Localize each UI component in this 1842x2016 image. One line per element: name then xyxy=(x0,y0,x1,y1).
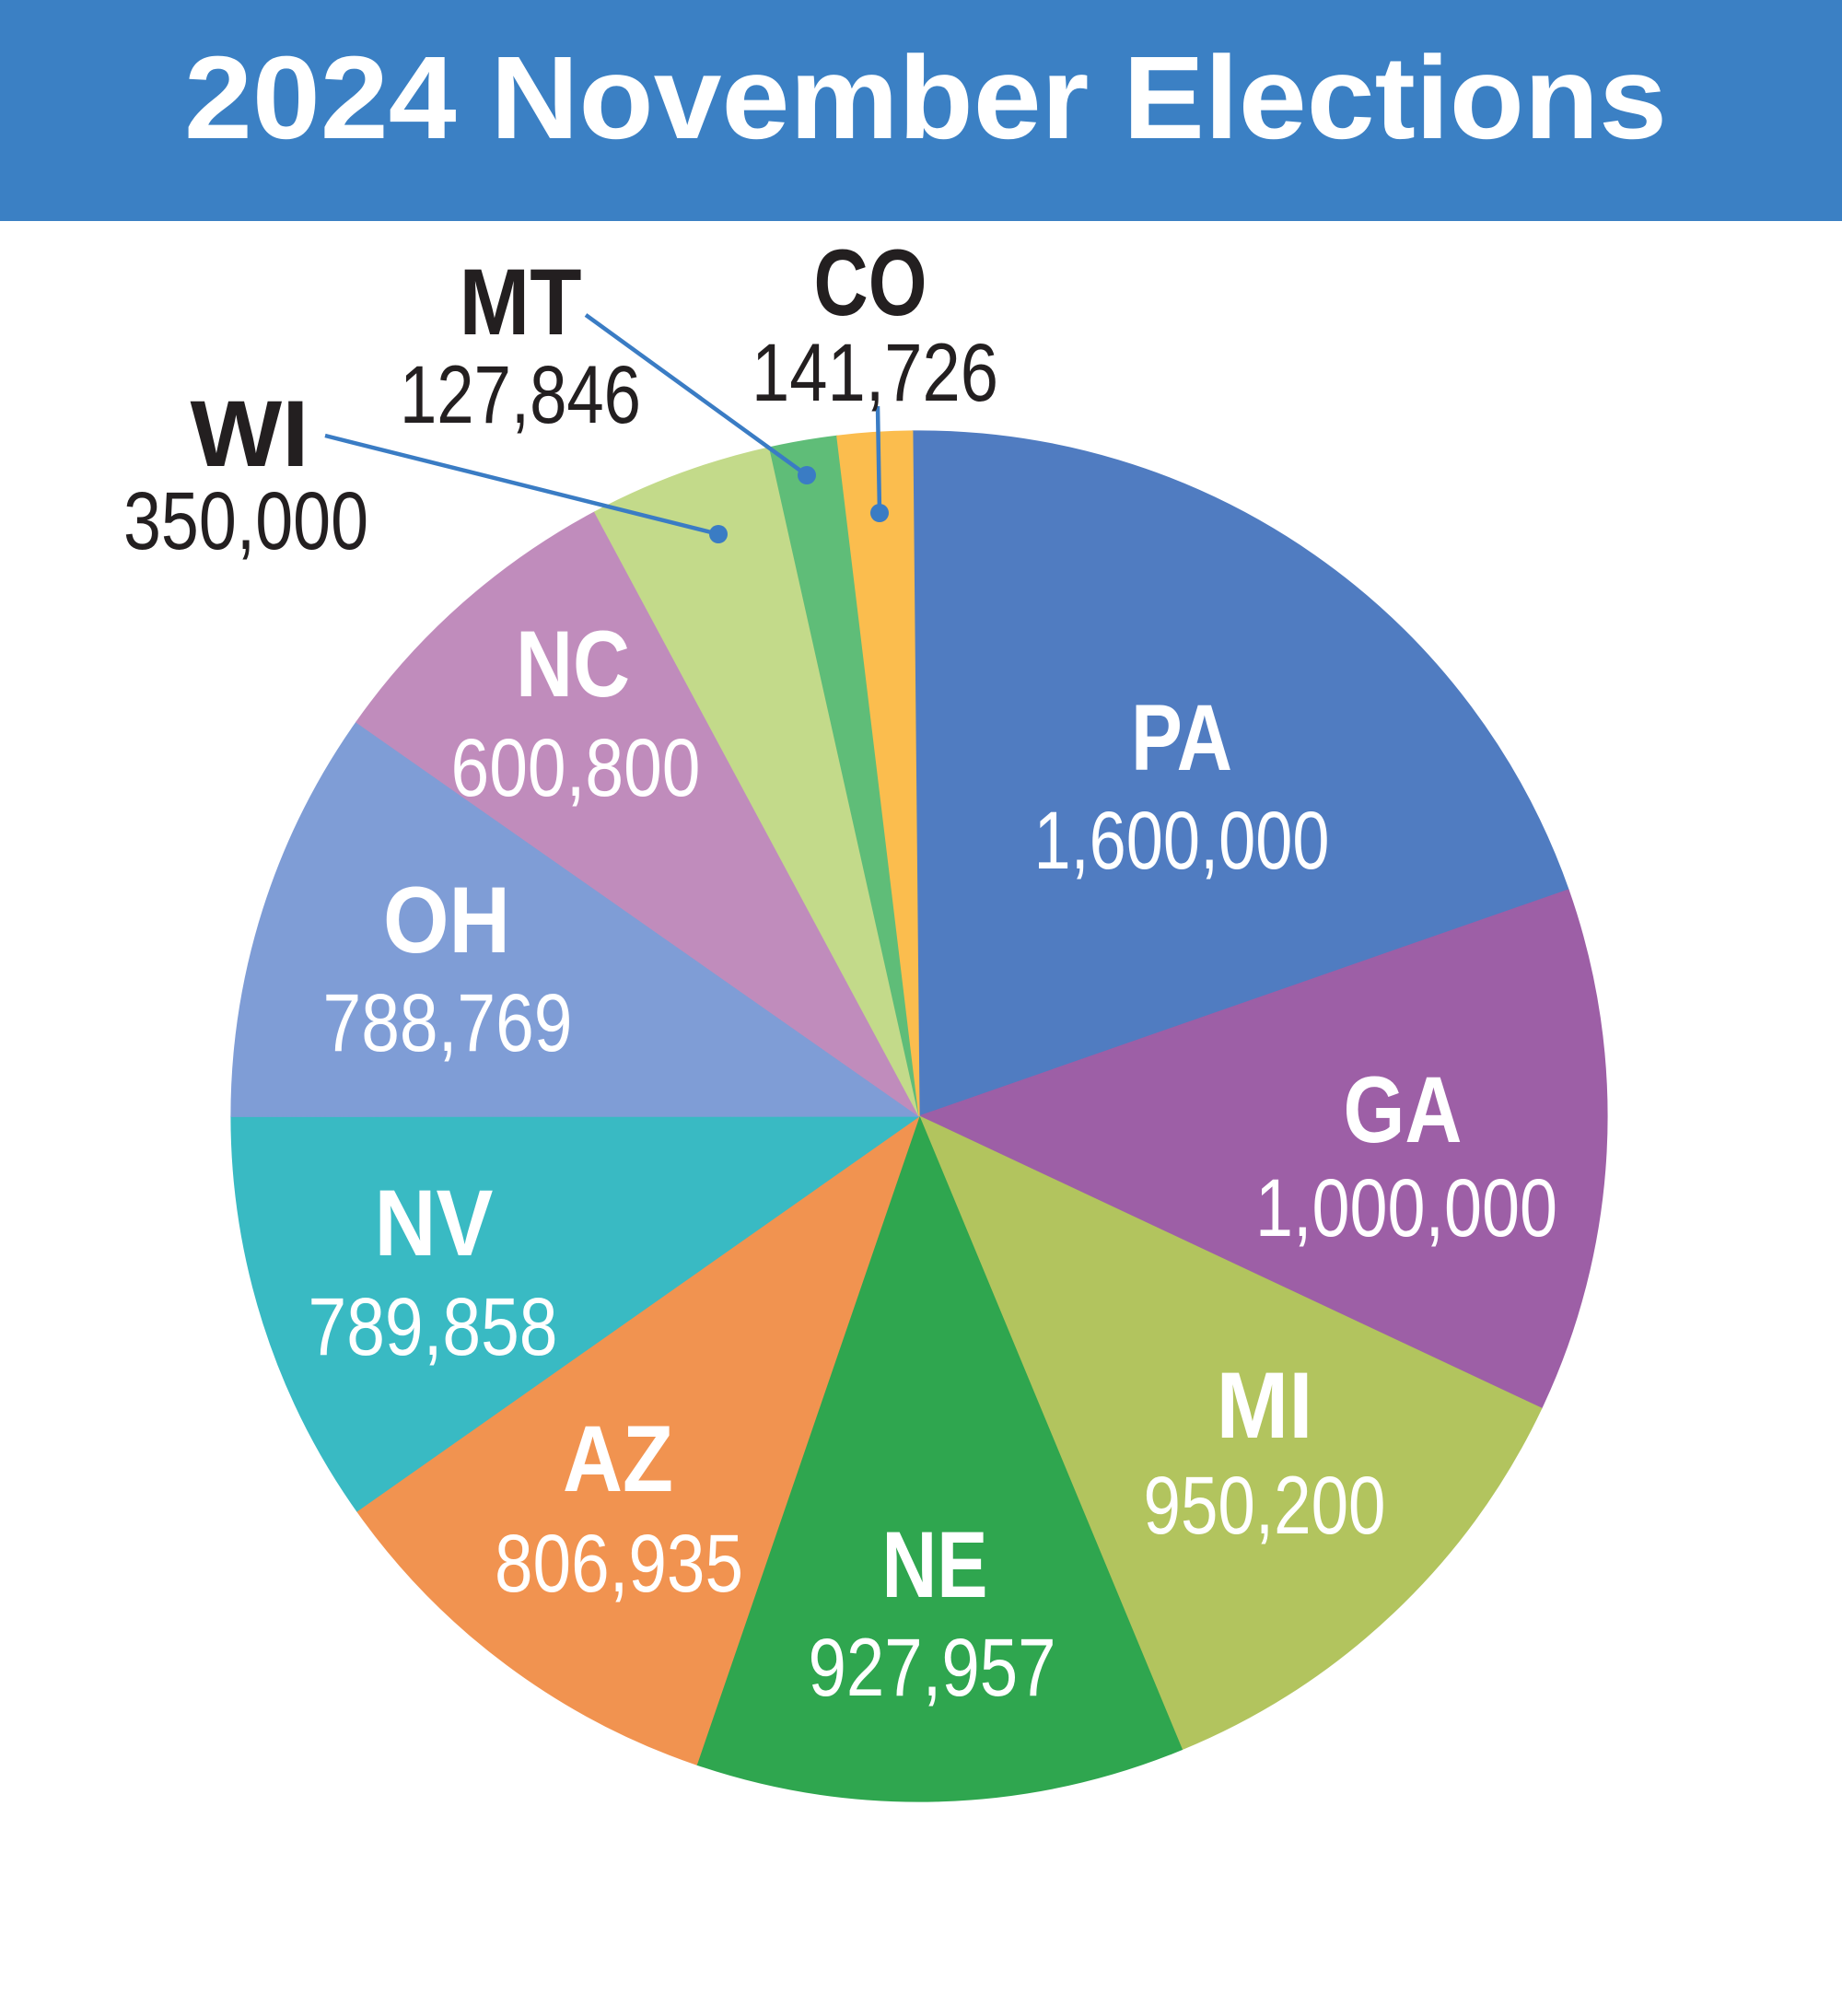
svg-text:600,800: 600,800 xyxy=(451,721,701,813)
svg-text:350,000: 350,000 xyxy=(123,474,368,566)
svg-text:NV: NV xyxy=(375,1171,494,1276)
svg-text:MT: MT xyxy=(460,250,582,355)
svg-text:CO: CO xyxy=(814,230,927,335)
svg-text:MI: MI xyxy=(1217,1353,1313,1458)
svg-text:OH: OH xyxy=(383,868,510,973)
svg-text:806,935: 806,935 xyxy=(495,1517,743,1609)
svg-text:WI: WI xyxy=(191,381,309,486)
svg-text:1,600,000: 1,600,000 xyxy=(1034,794,1330,886)
svg-text:789,858: 789,858 xyxy=(309,1280,558,1372)
svg-text:PA: PA xyxy=(1131,685,1232,790)
svg-text:NC: NC xyxy=(516,612,630,717)
svg-text:AZ: AZ xyxy=(563,1406,673,1511)
svg-text:1,000,000: 1,000,000 xyxy=(1255,1161,1557,1253)
svg-text:127,846: 127,846 xyxy=(400,348,641,440)
svg-text:788,769: 788,769 xyxy=(323,976,573,1068)
svg-text:GA: GA xyxy=(1344,1057,1463,1162)
svg-text:927,957: 927,957 xyxy=(809,1621,1056,1713)
svg-text:141,726: 141,726 xyxy=(752,326,998,418)
svg-text:2024 November Elections: 2024 November Elections xyxy=(184,32,1667,164)
svg-text:950,200: 950,200 xyxy=(1144,1459,1386,1551)
svg-text:NE: NE xyxy=(882,1512,988,1617)
